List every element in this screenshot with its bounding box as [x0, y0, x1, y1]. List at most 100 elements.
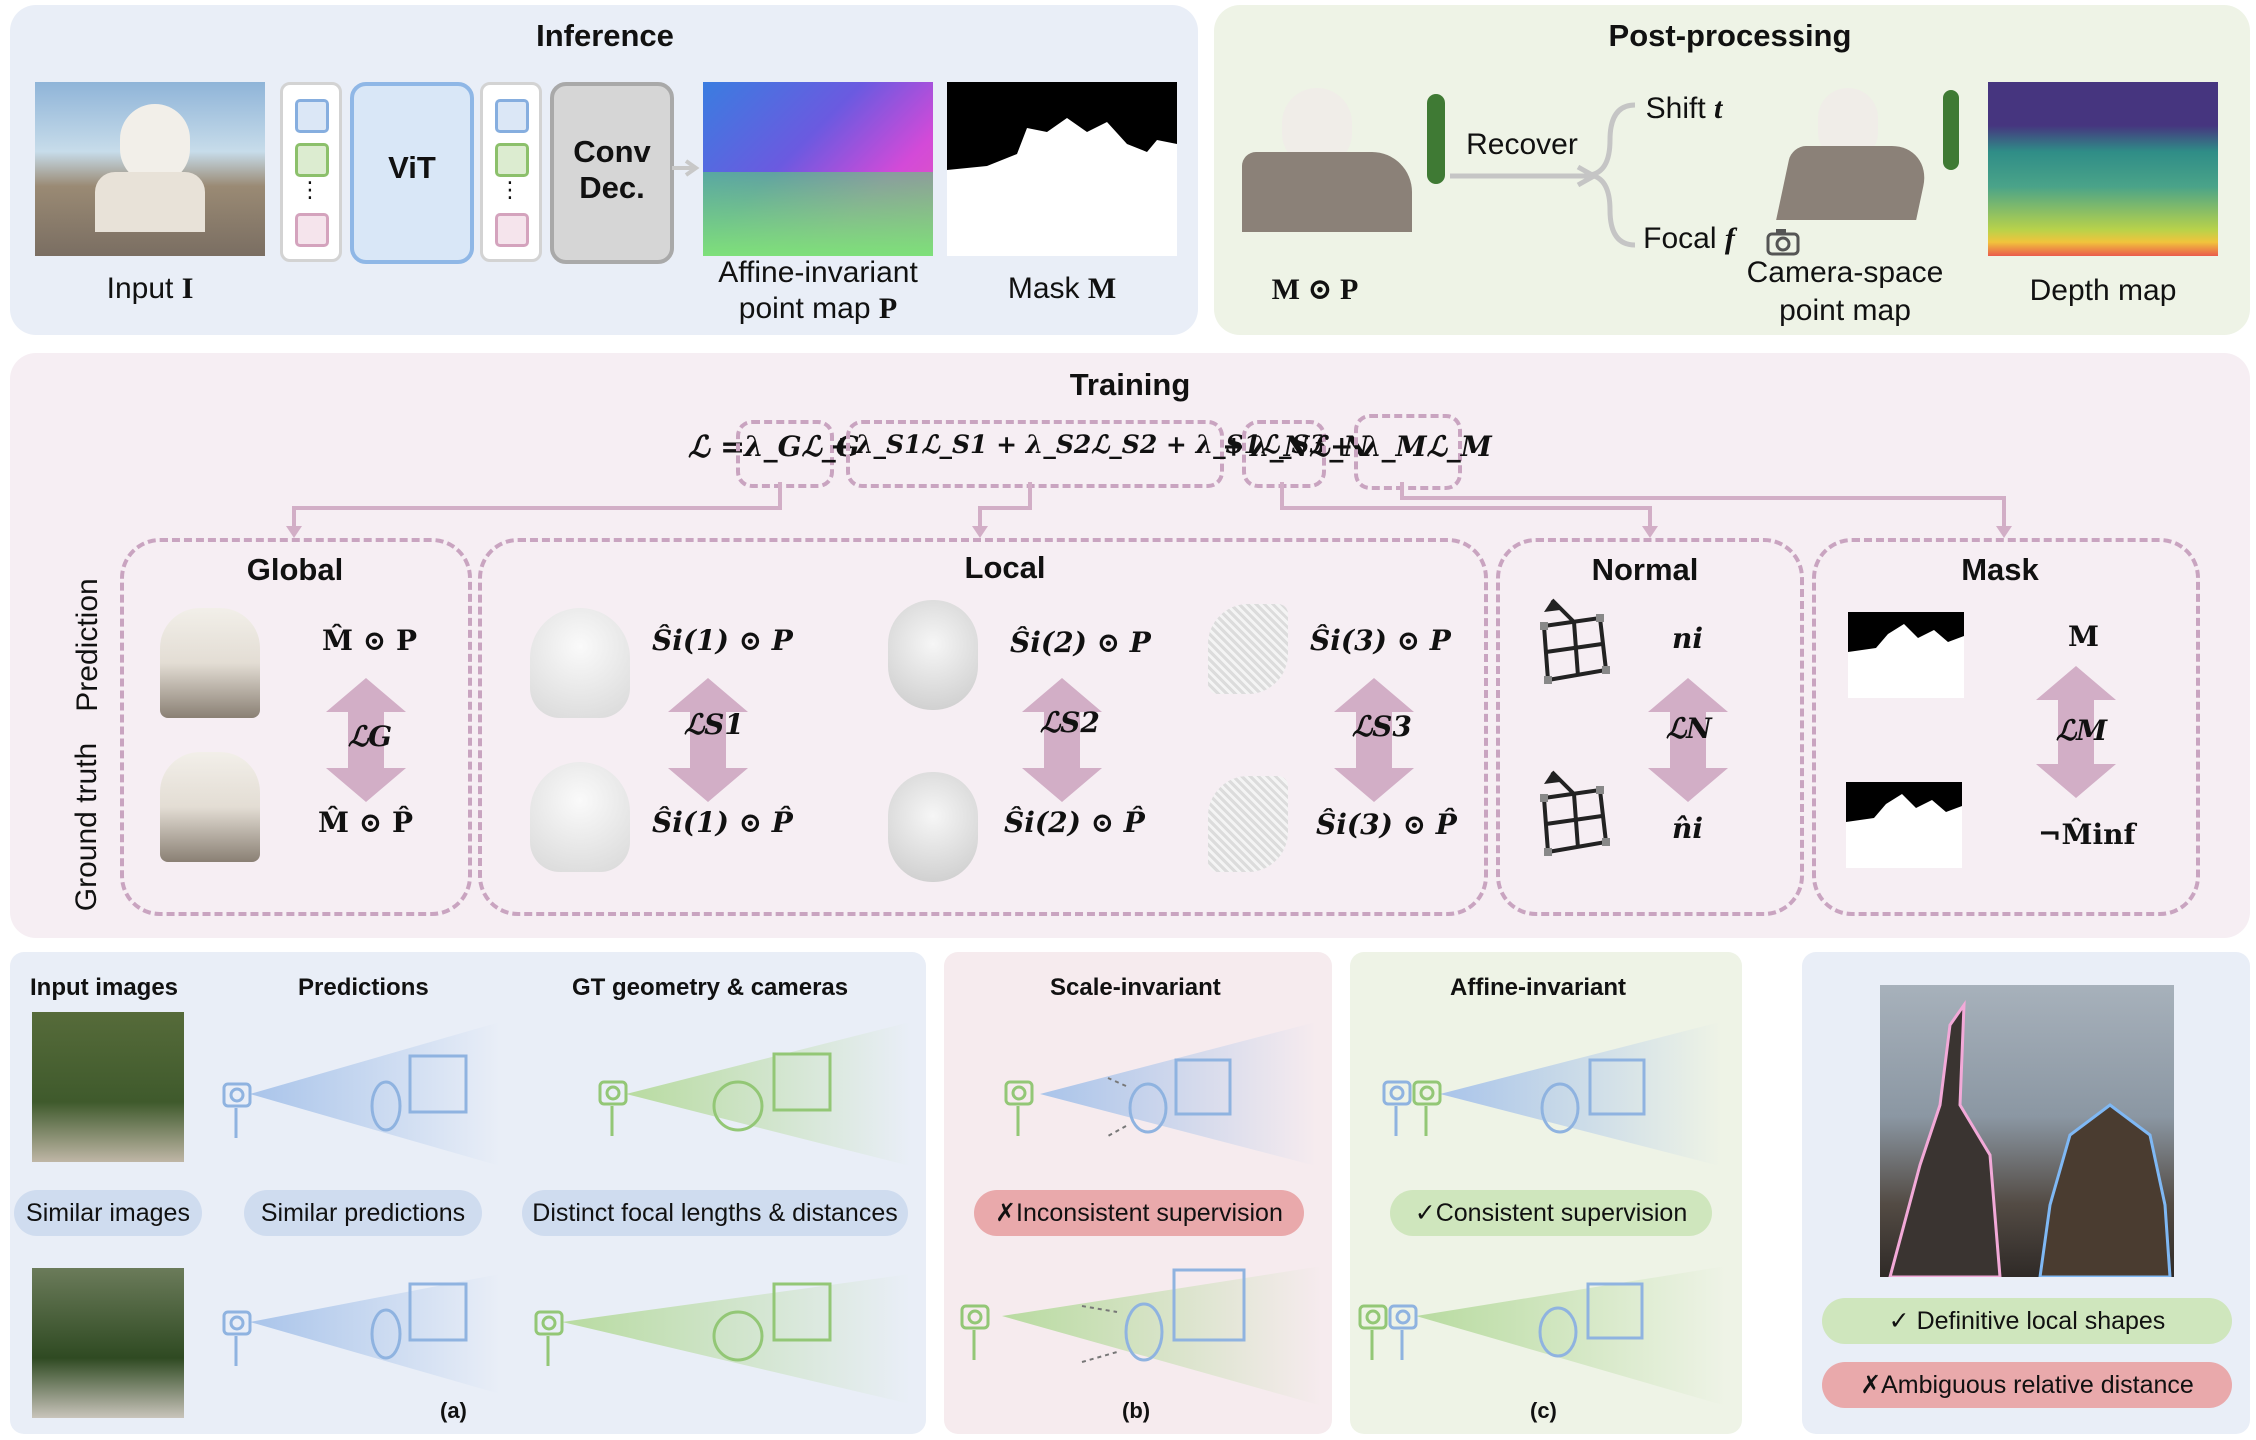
local-loss-label-1: ℒS1 [684, 708, 744, 741]
mask-gt-image [1846, 782, 1962, 868]
mask-image [947, 82, 1177, 256]
equation-plus-2: + [1222, 430, 1246, 463]
prediction-frustum-top [222, 1022, 500, 1166]
local-loss-box [478, 538, 1488, 916]
panel-b-title: Scale-invariant [1050, 974, 1221, 1001]
global-gt-label: M̂ ⊙ P̂ [318, 806, 414, 839]
token-column-in: ⋮ [280, 82, 342, 262]
camera-space-label-1: Camera-space [1746, 256, 1944, 289]
local-pred-label-1: Ŝi(1) ⊙ P [652, 624, 793, 657]
panel-a-tag: (a) [440, 1398, 467, 1423]
local-title: Local [964, 550, 1046, 585]
camera-space-label-2: point map [1779, 294, 1911, 327]
focal-label: Focal f [1643, 222, 1735, 255]
pill-similar-images: Similar images [14, 1190, 202, 1236]
mask-pred-label: M [2068, 620, 2099, 653]
mask-gt-label: ¬M̂inf [2038, 818, 2136, 851]
normal-loss-box [1496, 538, 1804, 916]
scale-invariant-frustum-top [1004, 1022, 1316, 1166]
local-loss-arrow-icon-3 [1334, 678, 1414, 802]
conv-decoder-block [550, 82, 674, 264]
brace-icon [1590, 102, 1636, 248]
local-gt-label-3: Ŝi(3) ⊙ P̂ [1316, 808, 1457, 841]
local-gt-image-2 [888, 772, 978, 882]
conv-label-2: Dec. [579, 170, 645, 205]
recover-arrow-icon [1450, 164, 1600, 188]
mask-pred-image [1848, 612, 1964, 698]
local-loss-label-3: ℒS3 [1352, 710, 1412, 743]
global-loss-arrow-icon [326, 678, 406, 802]
local-loss-arrow-icon-1 [668, 678, 748, 802]
pill-similar-predictions: Similar predictions [244, 1190, 482, 1236]
equation-lhs: ℒ = [688, 430, 746, 465]
equation-mask: λ_Mℒ_M [1362, 430, 1492, 463]
panel-c-tag: (c) [1530, 1398, 1557, 1423]
input-image-plant-2 [32, 1268, 184, 1418]
pill-inconsistent: ✗Inconsistent supervision [974, 1190, 1304, 1236]
global-gt-image [160, 752, 260, 862]
local-loss-arrow-icon-2 [1022, 678, 1102, 802]
mask-loss-arrow-icon [2036, 666, 2116, 798]
local-pred-image-3 [1208, 604, 1288, 694]
token-column-out: ⋮ [480, 82, 542, 262]
depth-map-label: Depth map [2029, 274, 2177, 307]
pill-definitive-shapes: ✓ Definitive local shapes [1822, 1298, 2232, 1344]
local-pred-image-1 [530, 608, 630, 718]
equation-term-mask [1354, 414, 1462, 490]
local-pred-label-3: Ŝi(3) ⊙ P [1310, 624, 1451, 657]
pill-ambiguous-distance: ✗Ambiguous relative distance [1822, 1362, 2232, 1408]
local-gt-image-3 [1208, 776, 1288, 872]
local-gt-label-2: Ŝi(2) ⊙ P̂ [1004, 806, 1145, 839]
normal-pred-label: ni [1672, 622, 1703, 655]
masked-pointmap-label: M ⊙ P [1271, 273, 1359, 306]
affine-label-2: point map P [738, 292, 898, 325]
mask-loss-label: ℒM [2056, 714, 2108, 747]
prediction-frustum-bottom [222, 1274, 500, 1394]
equation-global: λ_Gℒ_G [744, 430, 860, 463]
pill-consistent: ✓Consistent supervision [1390, 1190, 1712, 1236]
panel-a-header-gt: GT geometry & cameras [572, 974, 849, 1001]
equation-connectors [286, 482, 2012, 538]
mask-title: Mask [1961, 552, 2039, 587]
recover-label: Recover [1466, 128, 1578, 161]
affine-invariant-frustum-bottom [1358, 1266, 1726, 1406]
panel-a-header-predictions: Predictions [298, 974, 429, 1001]
equation-plus-3: + [1330, 430, 1354, 463]
post-processing-title: Post-processing [1608, 18, 1852, 53]
ground-truth-side-label: Ground truth [70, 742, 103, 912]
conv-label-1: Conv [573, 134, 651, 169]
vit-block [350, 82, 474, 264]
normal-title: Normal [1591, 552, 1699, 587]
camera-space-image [1776, 82, 1959, 256]
camera-icon [1766, 229, 1800, 256]
panel-c-title: Affine-invariant [1450, 974, 1627, 1001]
affine-invariant-frustum-top [1382, 1022, 1720, 1166]
normal-pred-mesh-icon [1540, 598, 1610, 684]
global-loss-box [120, 538, 472, 916]
normal-gt-label: n̂i [1672, 812, 1703, 845]
normal-loss-label: ℒN [1666, 712, 1712, 745]
global-title: Global [246, 552, 344, 587]
normal-gt-mesh-icon [1540, 770, 1610, 856]
equation-normal: λ_Nℒ_N [1250, 430, 1369, 463]
gt-frustum-bottom [534, 1274, 910, 1404]
equation-term-global [736, 420, 834, 488]
masked-pointmap-image [1242, 82, 1445, 256]
mask-label: Mask M [1007, 272, 1117, 305]
training-title: Training [1069, 367, 1191, 402]
pill-distinct-focal: Distinct focal lengths & distances [522, 1190, 908, 1236]
equation-term-local [846, 420, 1224, 488]
input-label: Input I [106, 272, 194, 305]
global-pred-image [160, 608, 260, 718]
inference-title: Inference [536, 18, 674, 53]
local-gt-label-1: Ŝi(1) ⊙ P̂ [652, 806, 793, 839]
mask-loss-box [1812, 538, 2200, 916]
scale-invariant-frustum-bottom [960, 1266, 1322, 1406]
local-gt-image-1 [530, 762, 630, 872]
global-loss-label: ℒG [348, 720, 393, 753]
panel-b-tag: (b) [1122, 1398, 1151, 1423]
affine-point-map [703, 82, 933, 256]
shift-label: Shift t [1645, 92, 1723, 125]
affine-label-1: Affine-invariant [718, 256, 918, 289]
input-image-plant-1 [32, 1012, 184, 1162]
